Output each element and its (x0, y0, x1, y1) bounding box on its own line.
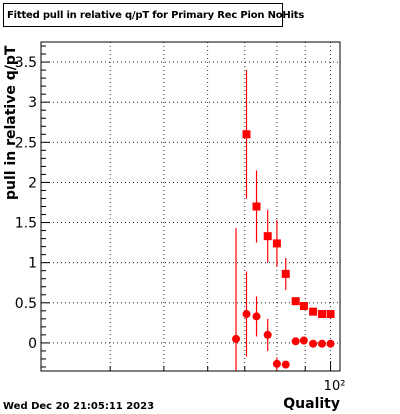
timestamp-footer: Wed Dec 20 21:05:11 2023 (3, 401, 155, 412)
y-tick-label: 3 (28, 95, 37, 111)
y-tick-label: 3.5 (15, 55, 37, 71)
square-marker (309, 307, 318, 316)
circle-marker (317, 339, 326, 348)
y-tick-label: 0.5 (15, 296, 37, 312)
circle-marker (281, 360, 290, 369)
y-axis-label: pull in relative q/pT (3, 45, 19, 200)
circle-marker (326, 339, 335, 348)
plot-frame (40, 41, 341, 372)
square-marker (263, 232, 272, 241)
square-marker (272, 239, 281, 248)
circle-marker (272, 359, 281, 368)
square-marker (326, 310, 335, 319)
data-markers (232, 70, 335, 371)
circle-marker (242, 310, 251, 319)
x-tick-label: 10² (324, 379, 346, 394)
square-marker (317, 310, 326, 319)
square-marker (291, 297, 300, 306)
chart-title: Fitted pull in relative q/pT for Primary… (3, 3, 304, 27)
y-tick-label: 1 (28, 256, 37, 272)
x-axis-label: Quality (283, 396, 340, 412)
circle-marker (299, 336, 308, 345)
square-marker (252, 202, 261, 211)
circle-marker (291, 337, 300, 346)
y-tick-label: 2.5 (15, 135, 37, 151)
y-tick-label: 0 (28, 336, 37, 352)
circle-marker (309, 339, 318, 348)
circle-marker (252, 312, 261, 321)
square-marker (242, 130, 251, 139)
axes: 10² 0 0.5 1 1.5 2 2.5 3 3.5 (15, 45, 346, 394)
y-tick-label: 1.5 (15, 216, 37, 232)
circle-marker (263, 330, 272, 339)
y-tick-label: 2 (28, 175, 37, 191)
square-marker (281, 269, 290, 278)
grid-lines (40, 42, 340, 371)
square-marker (299, 302, 308, 311)
circle-marker (232, 334, 241, 343)
